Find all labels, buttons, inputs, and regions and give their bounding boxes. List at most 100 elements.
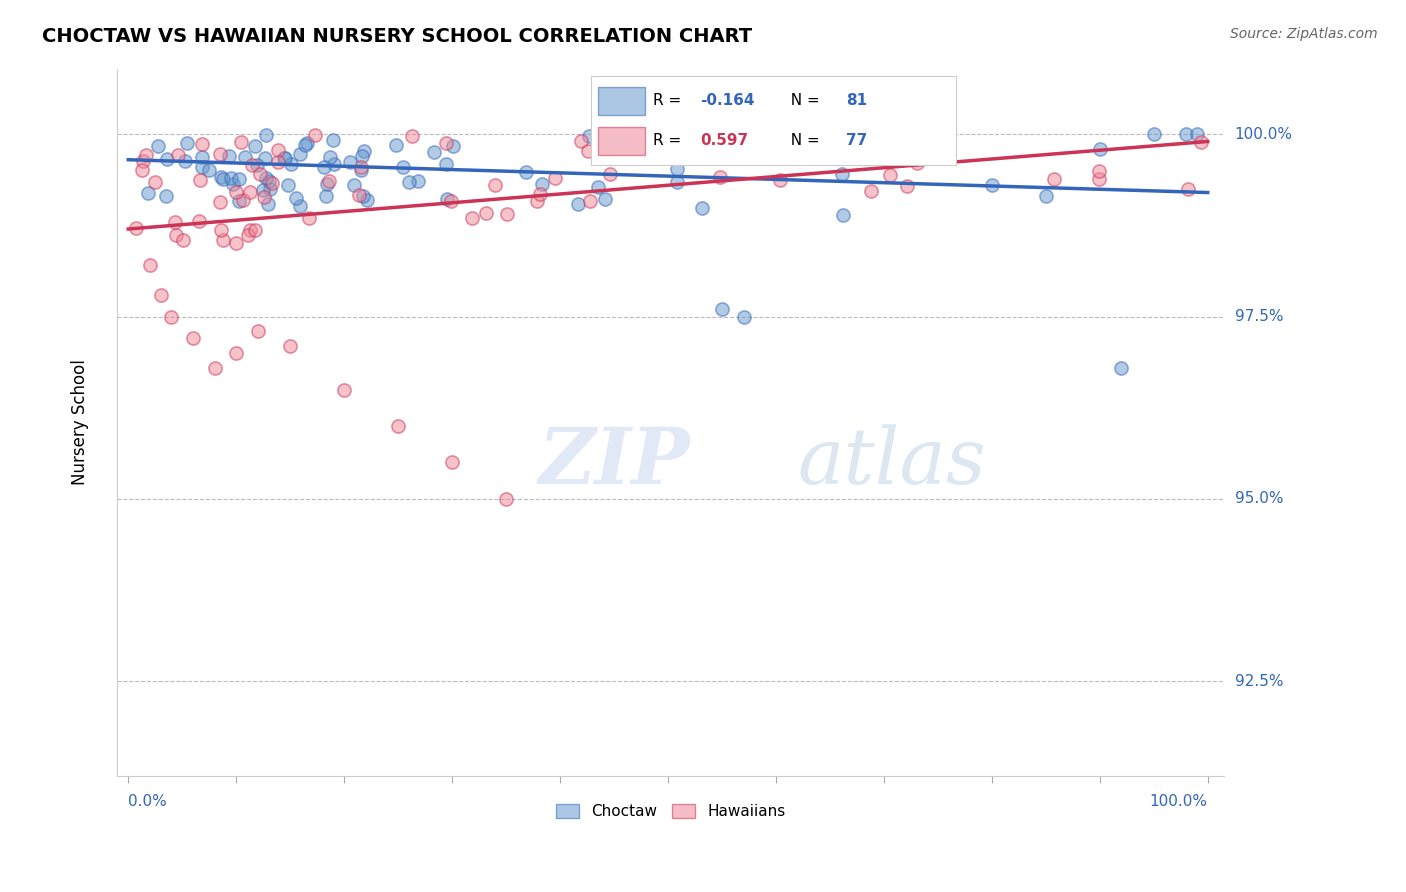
- Text: 100.0%: 100.0%: [1150, 795, 1208, 809]
- Text: Nursery School: Nursery School: [70, 359, 89, 485]
- Point: [257, 174, 280, 188]
- Point: [759, 148, 782, 162]
- Text: Source: ZipAtlas.com: Source: ZipAtlas.com: [1230, 27, 1378, 41]
- Point: [1177, 181, 1199, 195]
- Point: [588, 180, 610, 194]
- Point: [155, 189, 177, 203]
- Point: [294, 137, 316, 152]
- Point: [239, 222, 262, 236]
- Point: [434, 136, 457, 151]
- Point: [569, 134, 592, 148]
- Point: [211, 234, 233, 248]
- Point: [160, 310, 183, 324]
- Point: [318, 174, 340, 188]
- Point: [543, 170, 565, 185]
- Text: 0.0%: 0.0%: [128, 795, 167, 809]
- Point: [1191, 135, 1213, 149]
- Point: [254, 151, 277, 165]
- Point: [980, 178, 1002, 193]
- Point: [576, 144, 599, 158]
- Point: [319, 150, 342, 164]
- Point: [218, 149, 240, 163]
- Point: [143, 175, 166, 189]
- Point: [243, 223, 266, 237]
- Point: [156, 152, 179, 166]
- Text: -0.164: -0.164: [700, 94, 755, 108]
- Point: [831, 167, 853, 181]
- Point: [593, 192, 616, 206]
- Point: [343, 178, 366, 192]
- Point: [146, 138, 169, 153]
- Point: [209, 146, 232, 161]
- Point: [253, 190, 276, 204]
- Point: [599, 168, 621, 182]
- Point: [188, 214, 211, 228]
- Point: [1088, 163, 1111, 178]
- Point: [690, 201, 713, 215]
- Point: [387, 419, 409, 434]
- Point: [665, 175, 688, 189]
- Text: 77: 77: [846, 134, 868, 148]
- Point: [515, 165, 537, 179]
- Point: [832, 208, 855, 222]
- Point: [229, 135, 252, 149]
- Point: [655, 135, 678, 149]
- Point: [245, 138, 267, 153]
- Point: [353, 145, 375, 159]
- Text: 95.0%: 95.0%: [1234, 491, 1284, 507]
- Point: [131, 163, 153, 178]
- Point: [260, 176, 283, 190]
- Point: [190, 150, 212, 164]
- Point: [339, 154, 361, 169]
- Point: [315, 189, 337, 203]
- Point: [174, 154, 197, 169]
- Point: [181, 331, 204, 345]
- Point: [710, 302, 733, 317]
- Point: [440, 194, 463, 208]
- Text: 0.597: 0.597: [700, 134, 748, 148]
- Point: [496, 207, 519, 221]
- Point: [225, 346, 247, 360]
- Point: [918, 147, 941, 161]
- Point: [1043, 172, 1066, 186]
- Point: [352, 149, 374, 163]
- Point: [204, 360, 226, 375]
- Point: [401, 128, 423, 143]
- Point: [1111, 360, 1133, 375]
- Point: [254, 171, 277, 186]
- Point: [208, 195, 231, 210]
- Point: [136, 186, 159, 200]
- Point: [1185, 127, 1208, 141]
- Point: [567, 196, 589, 211]
- Point: [125, 221, 148, 235]
- Point: [392, 160, 415, 174]
- Point: [1088, 142, 1111, 156]
- Point: [733, 310, 755, 324]
- Point: [278, 339, 301, 353]
- Point: [176, 136, 198, 150]
- Point: [322, 133, 344, 147]
- Point: [350, 160, 373, 174]
- Point: [659, 129, 682, 144]
- Point: [228, 194, 250, 208]
- Point: [896, 179, 918, 194]
- Point: [666, 162, 689, 177]
- Point: [529, 187, 551, 202]
- Point: [252, 183, 274, 197]
- Point: [526, 194, 548, 208]
- Point: [859, 184, 882, 198]
- Point: [441, 455, 464, 469]
- Point: [333, 383, 356, 397]
- Point: [347, 188, 370, 202]
- Point: [267, 155, 290, 169]
- Point: [209, 169, 232, 184]
- Point: [530, 178, 553, 192]
- Text: N =: N =: [780, 94, 824, 108]
- Point: [1088, 171, 1111, 186]
- Point: [1035, 189, 1057, 203]
- Text: R =: R =: [652, 134, 686, 148]
- Point: [135, 148, 157, 162]
- Point: [232, 193, 254, 207]
- Point: [139, 259, 162, 273]
- Point: [267, 143, 290, 157]
